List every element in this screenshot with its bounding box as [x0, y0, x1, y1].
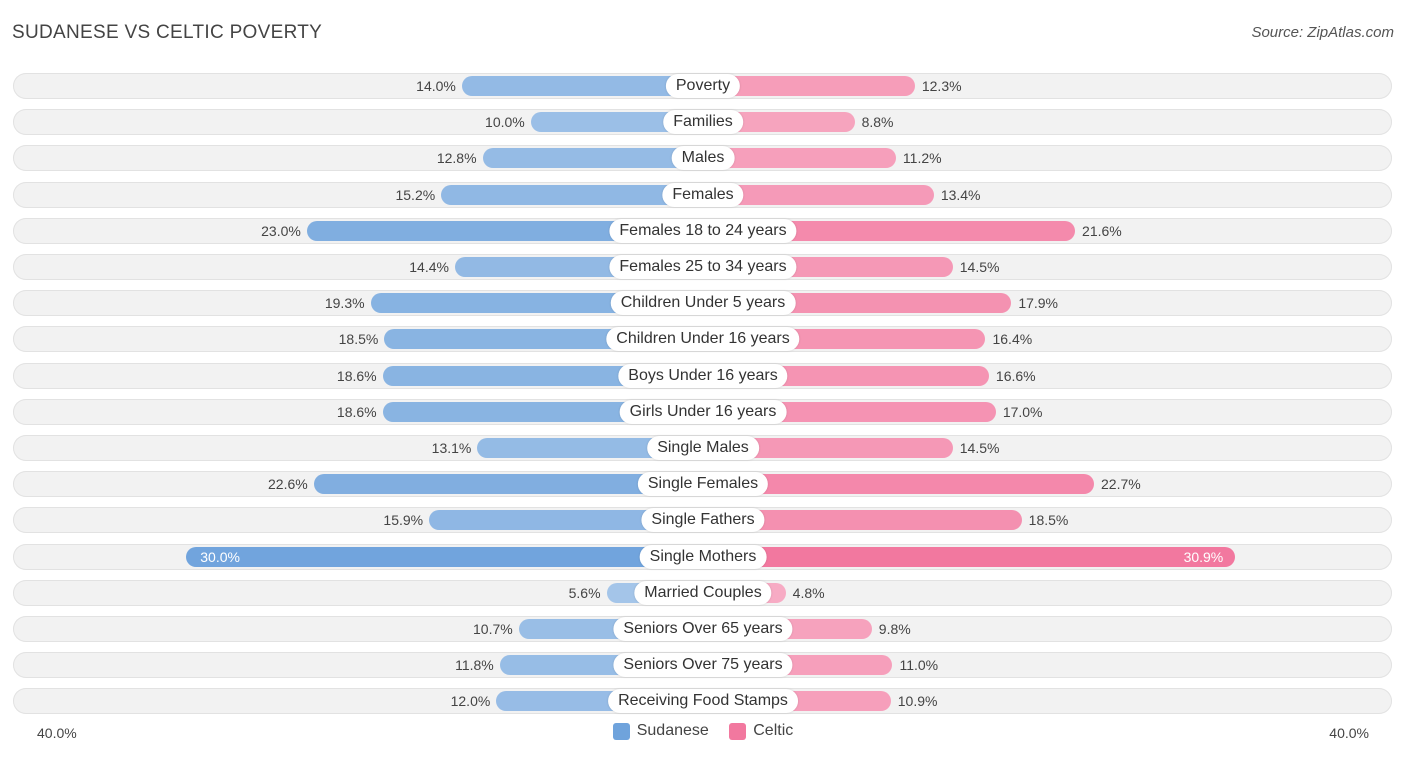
legend-label-celtic: Celtic — [753, 722, 794, 739]
bar-sudanese-families[interactable] — [530, 112, 703, 133]
value-label-sudanese-children-under-16-years: 18.5% — [338, 331, 379, 348]
category-label-single-fathers: Single Fathers — [641, 508, 765, 533]
value-label-celtic-girls-under-16-years: 17.0% — [1002, 403, 1043, 420]
value-label-sudanese-receiving-food-stamps: 12.0% — [450, 693, 491, 710]
value-label-celtic-females: 13.4% — [940, 186, 981, 203]
value-label-celtic-children-under-16-years: 16.4% — [992, 331, 1033, 348]
source-credit: Source: ZipAtlas.com — [1251, 24, 1394, 41]
value-label-sudanese-families: 10.0% — [485, 114, 525, 131]
value-label-celtic-single-mothers: 30.9% — [1183, 548, 1224, 565]
value-label-celtic-single-females: 22.7% — [1101, 476, 1141, 493]
category-label-single-males: Single Males — [647, 436, 759, 460]
category-label-females-25-to-34-years: Females 25 to 34 years — [609, 255, 797, 279]
value-label-sudanese-seniors-over-65-years: 10.7% — [473, 621, 513, 637]
bar-celtic-poverty[interactable] — [703, 76, 915, 96]
axis-right-label: 40.0% — [1329, 725, 1369, 741]
category-label-girls-under-16-years: Girls Under 16 years — [619, 399, 787, 424]
bar-celtic-males[interactable] — [703, 148, 896, 169]
value-label-celtic-females-18-to-24-years: 21.6% — [1082, 222, 1122, 239]
category-label-females: Females — [662, 182, 744, 207]
category-label-single-females: Single Females — [637, 472, 769, 497]
value-label-celtic-males: 11.2% — [902, 150, 942, 167]
value-label-celtic-receiving-food-stamps: 10.9% — [897, 693, 938, 710]
legend-item-sudanese[interactable]: Sudanese — [612, 722, 709, 740]
value-label-sudanese-single-mothers: 30.0% — [200, 548, 240, 565]
legend: Sudanese Celtic — [0, 722, 1406, 745]
value-label-celtic-boys-under-16-years: 16.6% — [995, 367, 1036, 384]
bar-sudanese-poverty[interactable] — [461, 76, 703, 96]
value-label-sudanese-females-25-to-34-years: 14.4% — [409, 259, 449, 275]
bar-celtic-females[interactable] — [703, 184, 934, 205]
value-label-sudanese-males: 12.8% — [436, 150, 477, 167]
category-label-males: Males — [671, 146, 735, 171]
legend-label-sudanese: Sudanese — [636, 722, 709, 739]
category-label-boys-under-16-years: Boys Under 16 years — [618, 363, 788, 388]
bar-celtic-single-fathers[interactable] — [703, 510, 1022, 531]
bar-sudanese-single-fathers[interactable] — [429, 510, 703, 531]
value-label-sudanese-females: 15.2% — [395, 186, 436, 203]
value-label-sudanese-single-males: 13.1% — [431, 440, 472, 456]
value-label-sudanese-single-females: 22.6% — [268, 476, 308, 493]
category-label-children-under-5-years: Children Under 5 years — [610, 291, 796, 316]
bar-celtic-single-males[interactable] — [703, 438, 953, 458]
bar-sudanese-single-males[interactable] — [477, 438, 703, 458]
value-label-celtic-single-fathers: 18.5% — [1028, 512, 1069, 529]
category-label-poverty: Poverty — [665, 74, 741, 98]
value-label-sudanese-seniors-over-75-years: 11.8% — [455, 657, 494, 674]
value-label-celtic-married-couples: 4.8% — [792, 584, 825, 601]
value-label-celtic-single-males: 14.5% — [959, 440, 1000, 456]
category-label-females-18-to-24-years: Females 18 to 24 years — [609, 218, 797, 243]
bar-sudanese-females[interactable] — [441, 184, 703, 205]
bar-celtic-single-females[interactable] — [703, 474, 1094, 495]
bar-celtic-single-mothers[interactable] — [703, 546, 1236, 567]
legend-swatch-sudanese — [612, 722, 630, 740]
bar-sudanese-males[interactable] — [482, 148, 703, 169]
value-label-celtic-children-under-5-years: 17.9% — [1018, 295, 1059, 312]
category-label-families: Families — [663, 110, 743, 135]
value-label-sudanese-children-under-5-years: 19.3% — [324, 295, 365, 312]
category-label-single-mothers: Single Mothers — [639, 544, 767, 569]
category-label-children-under-16-years: Children Under 16 years — [606, 327, 800, 352]
value-label-celtic-seniors-over-65-years: 9.8% — [878, 621, 911, 637]
bar-sudanese-single-females[interactable] — [313, 474, 703, 495]
value-label-celtic-seniors-over-75-years: 11.0% — [899, 657, 939, 674]
value-label-sudanese-married-couples: 5.6% — [568, 584, 601, 601]
value-label-celtic-poverty: 12.3% — [921, 78, 962, 94]
value-label-sudanese-poverty: 14.0% — [416, 78, 456, 94]
legend-swatch-celtic — [729, 722, 747, 740]
value-label-sudanese-females-18-to-24-years: 23.0% — [261, 222, 301, 239]
axis-left-label: 40.0% — [37, 725, 77, 741]
value-label-sudanese-girls-under-16-years: 18.6% — [336, 403, 377, 420]
value-label-celtic-females-25-to-34-years: 14.5% — [959, 259, 1000, 275]
value-label-sudanese-boys-under-16-years: 18.6% — [336, 367, 377, 384]
category-label-married-couples: Married Couples — [634, 580, 772, 605]
bar-celtic-females-18-to-24-years[interactable] — [703, 220, 1076, 241]
value-label-sudanese-single-fathers: 15.9% — [383, 512, 424, 529]
bar-sudanese-females-18-to-24-years[interactable] — [306, 220, 703, 241]
category-label-receiving-food-stamps: Receiving Food Stamps — [608, 689, 798, 714]
category-label-seniors-over-65-years: Seniors Over 65 years — [613, 617, 793, 641]
legend-item-celtic[interactable]: Celtic — [729, 722, 793, 740]
chart-title: SUDANESE VS CELTIC POVERTY — [12, 22, 323, 43]
category-label-seniors-over-75-years: Seniors Over 75 years — [613, 653, 793, 678]
bar-sudanese-single-mothers[interactable] — [186, 546, 703, 567]
value-label-celtic-families: 8.8% — [861, 114, 894, 131]
